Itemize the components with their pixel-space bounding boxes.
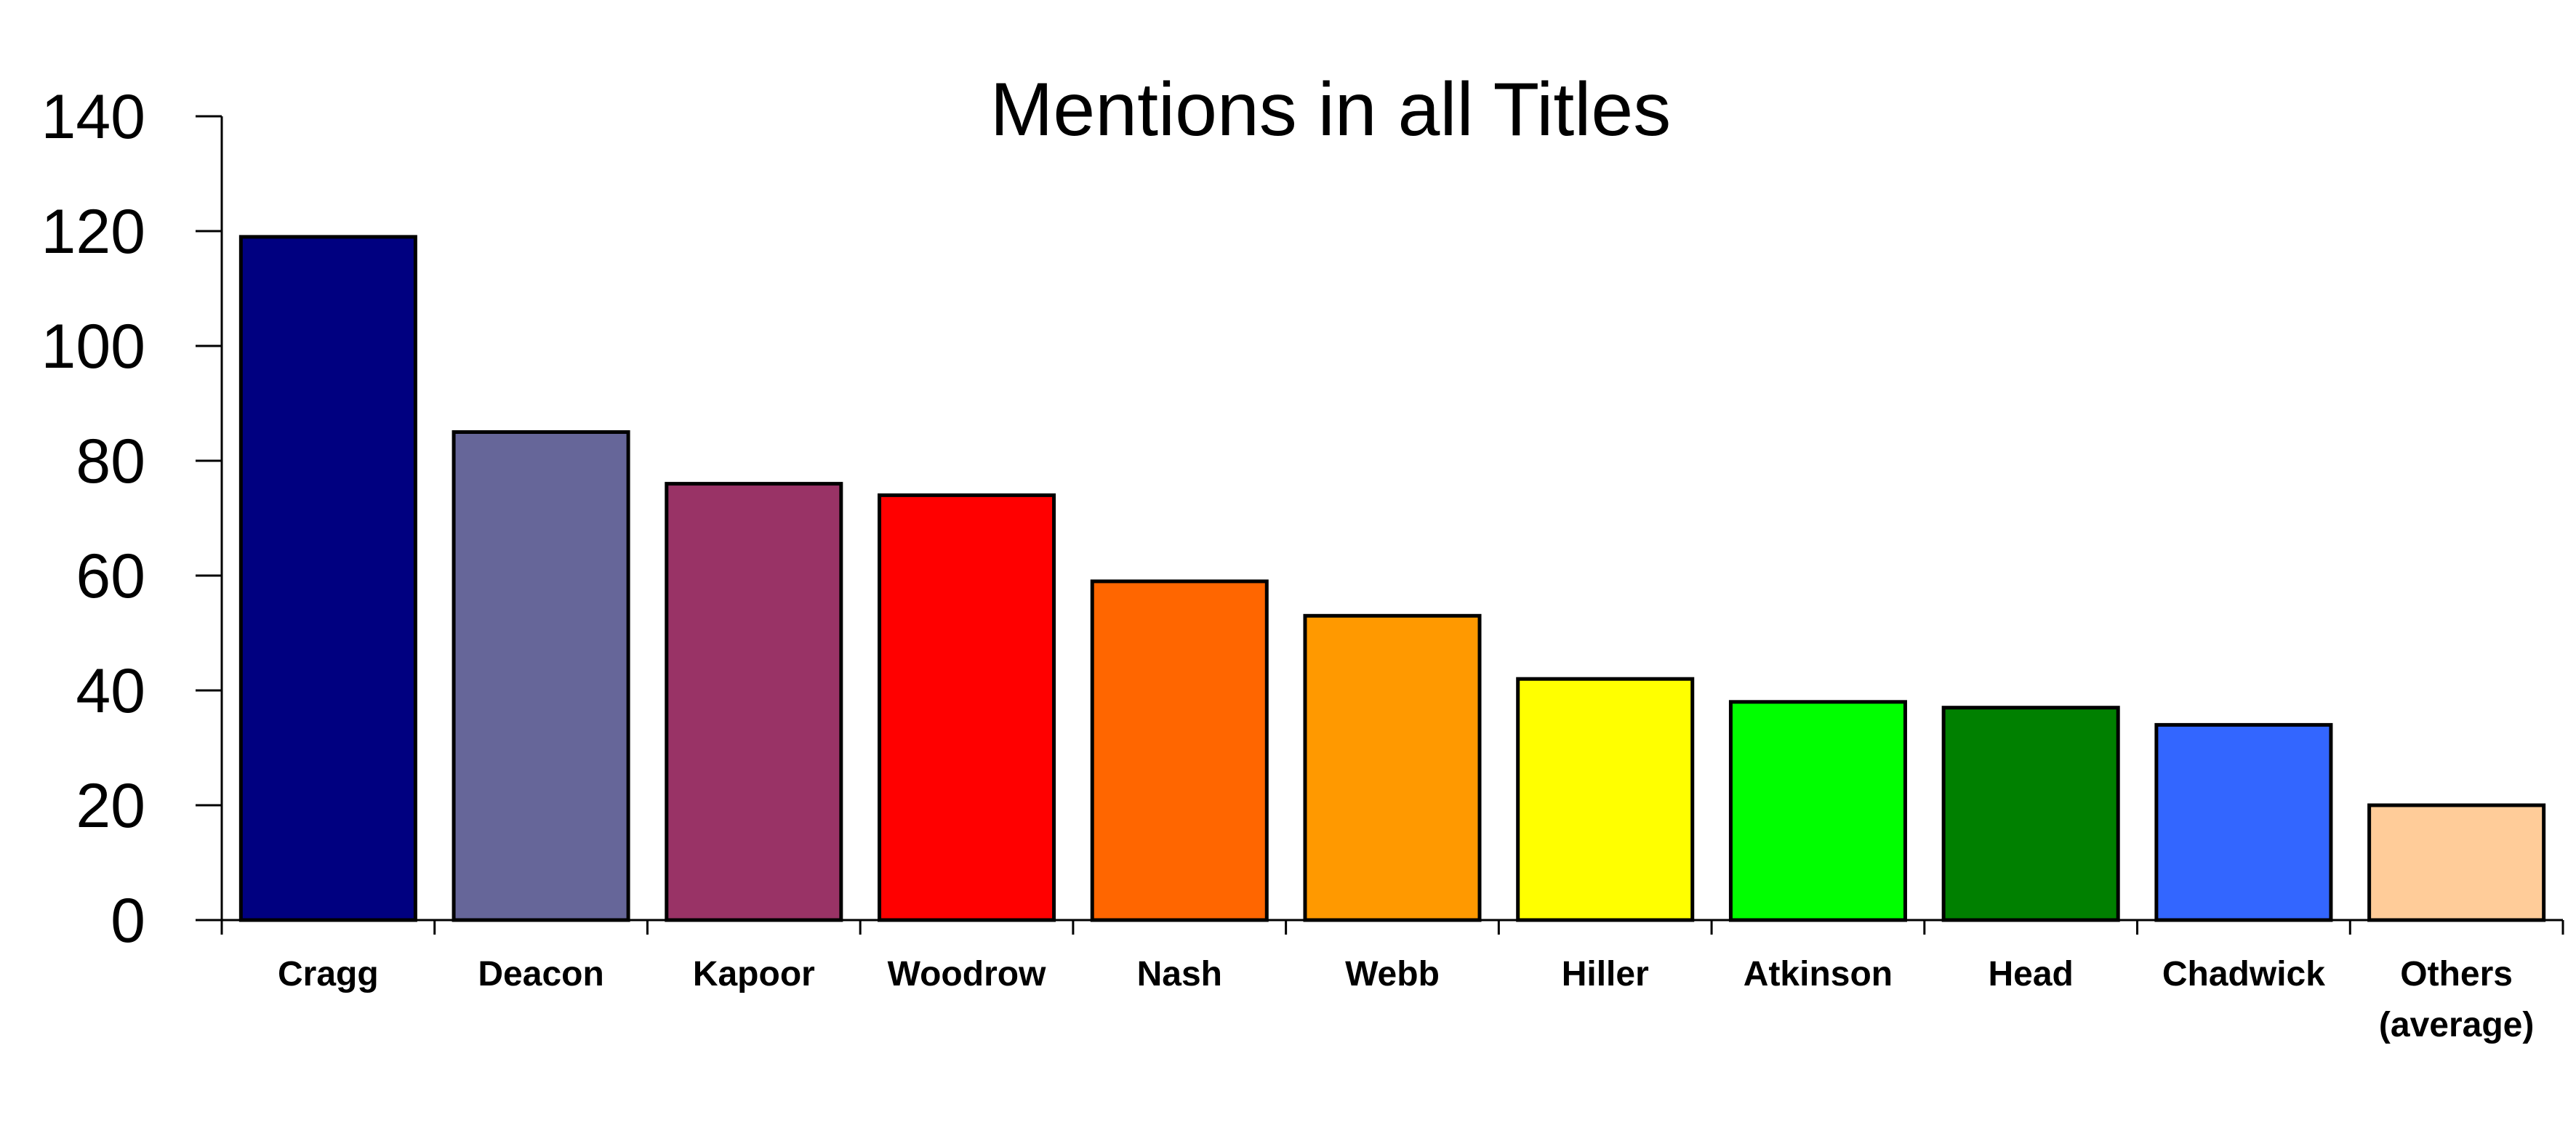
x-tick-label-line: Kapoor — [693, 955, 815, 993]
y-tick-label: 20 — [76, 771, 145, 841]
x-tick-label: Others (average) — [2379, 955, 2534, 1044]
x-tick-label: Cragg — [278, 955, 379, 993]
x-tick-label: Woodrow — [888, 955, 1046, 993]
x-tick-label-line: Cragg — [278, 955, 379, 993]
x-tick-label: Deacon — [478, 955, 603, 993]
x-tick-label-line: Deacon — [478, 955, 603, 993]
bar — [2154, 722, 2333, 922]
bar — [1941, 706, 2120, 922]
bar — [1516, 677, 1695, 922]
y-axis: 0 20 40 60 80 100 120 140 — [41, 82, 223, 956]
x-tick-label: Chadwick — [2162, 955, 2325, 993]
bar — [665, 482, 843, 922]
y-tick-label: 0 — [111, 886, 145, 956]
x-tick-label-line: Head — [1988, 955, 2073, 993]
x-tick-label-line: Nash — [1137, 955, 1222, 993]
x-axis: Cragg Deacon Kapoor Woodrow Nash Webb Hiller At… — [220, 919, 2564, 1044]
x-tick-label: Head — [1988, 955, 2073, 993]
x-tick-label: Webb — [1345, 955, 1440, 993]
x-tick-label-line: (average) — [2379, 1006, 2534, 1044]
x-tick-label-line: Chadwick — [2162, 955, 2325, 993]
y-tick-label: 40 — [76, 656, 145, 726]
y-tick-label: 140 — [41, 82, 146, 152]
x-tick-label-line: Others — [2400, 955, 2513, 993]
x-tick-label-line: Hiller — [1562, 955, 1649, 993]
bar — [1303, 613, 1482, 922]
bar — [1728, 700, 1907, 922]
bar — [2367, 803, 2546, 922]
bar — [238, 235, 417, 922]
y-tick-label: 100 — [41, 312, 146, 382]
x-tick-label: Nash — [1137, 955, 1222, 993]
x-tick-label-line: Atkinson — [1744, 955, 1893, 993]
y-tick-label: 60 — [76, 541, 145, 611]
x-tick-label-line: Woodrow — [888, 955, 1046, 993]
y-tick-label: 120 — [41, 197, 146, 267]
x-tick-label-line: Webb — [1345, 955, 1440, 993]
bar — [1090, 579, 1269, 922]
bar — [878, 493, 1056, 922]
x-tick-label: Kapoor — [693, 955, 815, 993]
chart-title: Mentions in all Titles — [990, 68, 1671, 152]
y-tick-label: 80 — [76, 427, 145, 496]
x-tick-label: Atkinson — [1744, 955, 1893, 993]
x-tick-label: Hiller — [1562, 955, 1649, 993]
bars — [238, 235, 2546, 922]
bar — [452, 430, 630, 922]
